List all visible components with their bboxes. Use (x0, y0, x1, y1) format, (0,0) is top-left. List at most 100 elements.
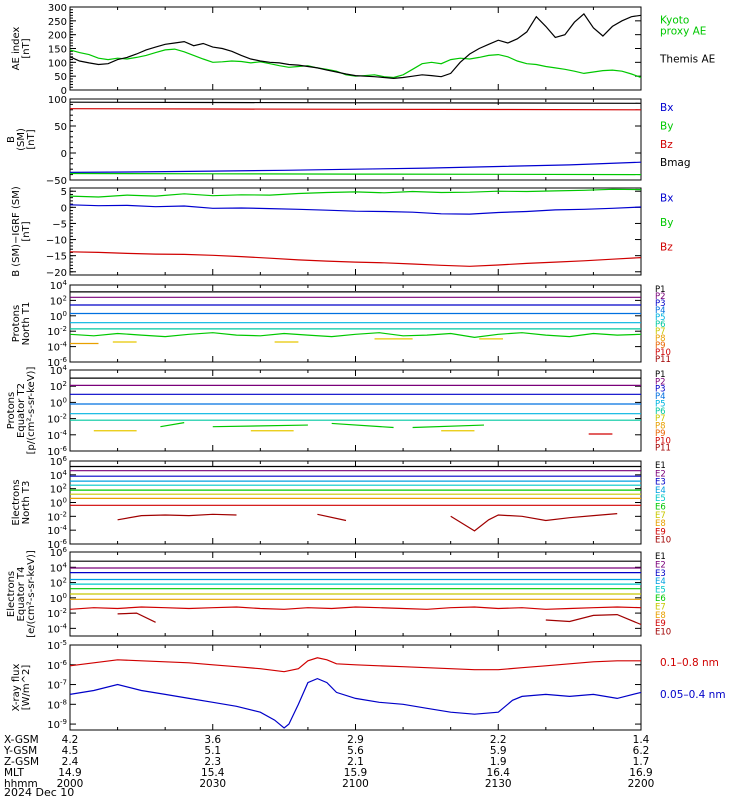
y-axis-label-line: [p/(cm²-s-sr-keV)] (26, 367, 37, 455)
orbit-value: 2100 (342, 778, 369, 790)
legend-P11: P11 (655, 355, 671, 365)
orbit-value: 1.9 (490, 756, 507, 768)
legend-E5: E5 (655, 494, 666, 504)
legend-E10: E10 (655, 628, 671, 638)
legend-E7: E7 (655, 511, 666, 521)
series-By (69, 188, 642, 198)
legend-E6: E6 (655, 594, 666, 604)
panel-frame (69, 284, 642, 363)
legend-P4: P4 (655, 306, 666, 316)
orbit-value: 15.4 (201, 767, 225, 779)
y-tick-label: −10 (46, 236, 67, 247)
series-By (69, 172, 642, 176)
orbit-value: 5.9 (490, 745, 507, 757)
legend-P8: P8 (655, 334, 666, 344)
panel-4: 10-6 10-4 10-2 100 102 104 Protons North T1 P1P2… (11, 279, 671, 369)
y-axis-label: B (SM)−IGRF (SM) [nT] (11, 186, 32, 277)
series-P6b-segment (412, 424, 484, 429)
series-P6b-segment (331, 422, 394, 429)
y-tick-label: 10-7 (47, 679, 67, 692)
orbit-value: 2.4 (62, 756, 79, 768)
y-tick-label: 102 (50, 483, 67, 496)
y-tick-label: 102 (50, 294, 67, 307)
legend-0.05–0.4 nm: 0.05–0.4 nm (660, 689, 726, 701)
legend-P9: P9 (655, 429, 666, 439)
y-tick-label: 10-6 (47, 659, 67, 672)
orbit-row-label: X-GSM (4, 734, 39, 746)
orbit-row-label: hhmm (4, 778, 38, 790)
y-axis-label-line: North T1 (21, 302, 32, 346)
orbit-row-label: Y-GSM (3, 745, 37, 757)
y-axis-label-line: B (6, 136, 17, 143)
legend-0.1–0.8 nm: 0.1–0.8 nm (660, 657, 719, 669)
series-Bz (69, 251, 642, 267)
y-axis-label-line: AE index (11, 27, 22, 71)
panel-5: 10-6 10-4 10-2 100 102 104 Protons Equator T2 [p… (6, 364, 671, 458)
legend-E7: E7 (655, 602, 666, 612)
orbit-value: 4.2 (62, 734, 79, 746)
legend-P5: P5 (655, 399, 666, 409)
series-Bx (69, 161, 642, 173)
legend-E8: E8 (655, 519, 666, 529)
y-tick-label: 10-6 (47, 356, 67, 369)
y-tick-label: 50 (54, 72, 67, 83)
legend-E9: E9 (655, 527, 666, 537)
series-E10a (117, 513, 237, 521)
legend-E9: E9 (655, 619, 666, 629)
orbit-row-label: Z-GSM (4, 756, 39, 768)
y-tick-label: −50 (46, 176, 67, 187)
series-Bz (69, 108, 642, 111)
legend-E3: E3 (655, 569, 666, 579)
y-tick-label: 10-4 (47, 524, 67, 537)
y-tick-label: 10-6 (47, 538, 67, 551)
panel-3: 5 0 −5 −10 −15 −20 B (SM)−IGRF (SM) [nT] Bx By Bz (11, 186, 673, 279)
legend-P6: P6 (655, 320, 666, 330)
legend-Bz: Bz (660, 139, 673, 151)
y-tick-label: 10-8 (47, 698, 67, 711)
legend-P3: P3 (655, 385, 666, 395)
y-axis-label-line: Electrons (11, 479, 22, 525)
series-E9 (69, 606, 642, 610)
orbit-value: 15.9 (344, 767, 367, 779)
y-tick-label: 102 (50, 380, 67, 393)
panel-frame (69, 369, 642, 452)
series-Themis AE (69, 13, 642, 80)
y-axis-label-line: Protons (6, 392, 17, 429)
legend-Bmag: Bmag (660, 157, 691, 169)
series-0.1–0.8 nm (69, 657, 641, 673)
series-E10a (117, 612, 156, 623)
legend-E3: E3 (655, 478, 666, 488)
series-0.05–0.4 nm (69, 677, 642, 729)
y-tick-label: 10-2 (47, 325, 67, 338)
y-axis-label-line: Electrons (6, 571, 17, 617)
orbit-value: 6.2 (633, 745, 650, 757)
legend-P9: P9 (655, 341, 666, 351)
legend-E4: E4 (655, 486, 666, 496)
legend-E10: E10 (655, 536, 671, 546)
y-tick-label: 5 (61, 187, 67, 198)
series-Bmag (69, 101, 642, 104)
series-P6b-segment (160, 422, 185, 428)
y-axis-label-line: [W/m^2] (21, 665, 32, 711)
legend-E1: E1 (655, 461, 666, 471)
y-tick-label: 100 (50, 497, 67, 510)
panel-frame (69, 6, 642, 91)
orbit-value: 2.1 (347, 756, 364, 768)
orbit-value: 16.9 (629, 767, 652, 779)
legend-P6: P6 (655, 407, 666, 417)
y-tick-label: 104 (50, 364, 68, 377)
y-axis-label: AE index [nT] (11, 27, 32, 71)
y-axis-label-line: [nT] (21, 38, 32, 58)
orbit-value: 2030 (199, 778, 226, 790)
panel-frame (69, 460, 642, 545)
y-axis-label: B (SM) [nT] (6, 128, 37, 151)
y-tick-label: 0 (61, 203, 67, 214)
y-tick-label: 104 (50, 469, 68, 482)
y-axis-label-line: Equator T4 (16, 567, 27, 622)
legend-Bx: Bx (660, 102, 673, 114)
legend-Bx: Bx (660, 193, 673, 205)
legend-P10: P10 (655, 348, 671, 358)
y-axis-label-line: [e/(cm²-s-sr-keV)] (26, 550, 37, 638)
y-tick-label: 106 (50, 455, 68, 468)
